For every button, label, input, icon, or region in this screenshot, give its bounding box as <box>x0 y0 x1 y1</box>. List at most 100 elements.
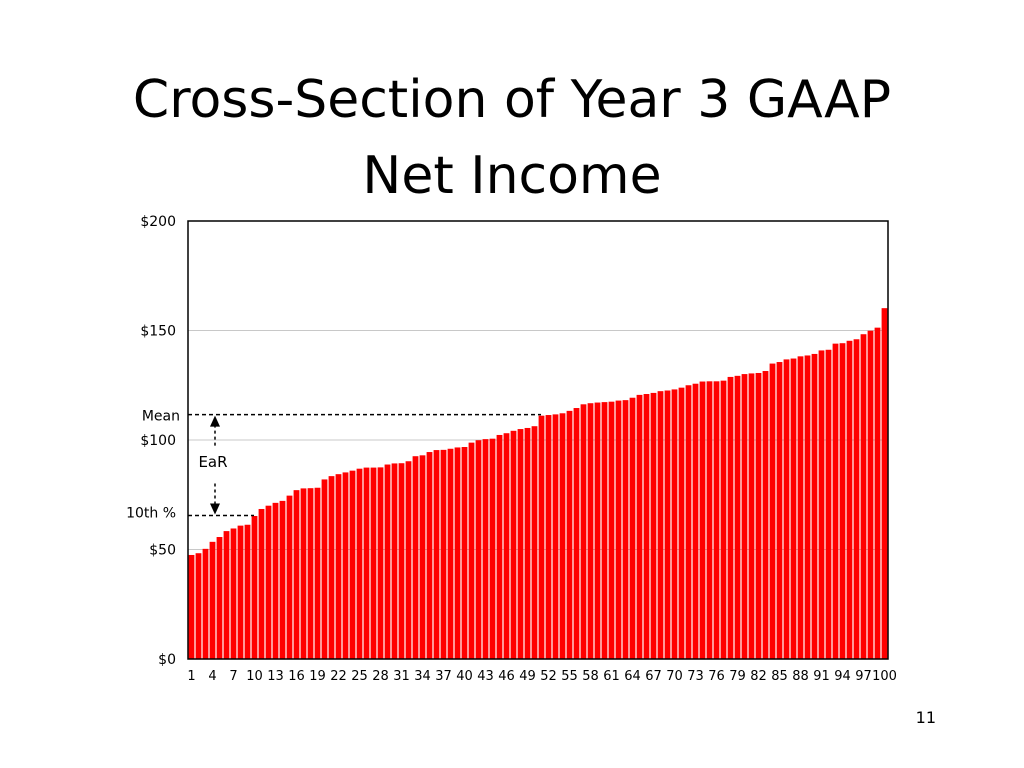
bar-78 <box>727 376 734 659</box>
x-tick-label: 4 <box>208 669 216 684</box>
bar-65 <box>636 394 643 659</box>
x-tick-label: 100 <box>872 669 897 684</box>
bar-38 <box>447 448 454 659</box>
bar-8 <box>237 525 244 659</box>
bar-75 <box>706 381 713 659</box>
bar-95 <box>846 340 853 659</box>
bar-47 <box>510 430 517 659</box>
bar-45 <box>496 434 503 659</box>
bar-41 <box>468 442 475 659</box>
bar-70 <box>671 389 678 659</box>
x-tick-label: 64 <box>624 669 641 684</box>
x-tick-label: 91 <box>813 669 830 684</box>
bar-58 <box>587 403 594 659</box>
bar-18 <box>307 488 314 659</box>
x-tick-label: 49 <box>519 669 536 684</box>
bar-16 <box>293 490 300 659</box>
bar-29 <box>384 464 391 659</box>
x-tick-label: 28 <box>372 669 389 684</box>
ear-arrow-head-up <box>210 415 220 427</box>
bar-32 <box>405 461 412 659</box>
bar-86 <box>783 359 790 659</box>
bar-67 <box>650 392 657 659</box>
bar-68 <box>657 391 664 659</box>
bar-94 <box>839 343 846 659</box>
bar-35 <box>426 452 433 659</box>
bar-20 <box>321 479 328 659</box>
bar-69 <box>664 390 671 659</box>
x-tick-label: 37 <box>435 669 452 684</box>
bar-85 <box>776 362 783 659</box>
bar-21 <box>328 476 335 659</box>
bar-10 <box>251 515 258 659</box>
bar-7 <box>230 528 237 659</box>
bar-36 <box>433 450 440 659</box>
bar-90 <box>811 353 818 659</box>
x-tick-label: 52 <box>540 669 557 684</box>
x-tick-label: 55 <box>561 669 578 684</box>
x-tick-label: 61 <box>603 669 620 684</box>
slide-title-line-2: Net Income <box>362 146 662 206</box>
x-tick-label: 22 <box>330 669 347 684</box>
bar-66 <box>643 394 650 659</box>
bar-2 <box>195 553 202 659</box>
y-tick-label: $0 <box>158 652 176 668</box>
bar-9 <box>244 524 251 659</box>
bar-56 <box>573 408 580 659</box>
bar-64 <box>629 397 636 659</box>
bar-24 <box>349 470 356 659</box>
bar-30 <box>391 463 398 659</box>
x-tick-label: 40 <box>456 669 473 684</box>
y-tick-label: $150 <box>140 324 176 340</box>
ear-arrow-head-down <box>210 503 220 515</box>
x-tick-label: 70 <box>666 669 683 684</box>
slide-title-line-1: Cross-Section of Year 3 GAAP <box>132 70 892 130</box>
ear-label: EaR <box>198 453 227 471</box>
x-tick-label: 85 <box>771 669 788 684</box>
bar-13 <box>272 502 279 659</box>
bar-81 <box>748 373 755 659</box>
x-tick-label: 79 <box>729 669 746 684</box>
bar-25 <box>356 468 363 659</box>
y-tick-label: $200 <box>140 214 176 230</box>
x-tick-label: 25 <box>351 669 368 684</box>
bar-76 <box>713 381 720 659</box>
bar-52 <box>545 415 552 659</box>
x-tick-label: 43 <box>477 669 494 684</box>
bar-5 <box>216 537 223 659</box>
bar-92 <box>825 349 832 659</box>
bar-15 <box>286 495 293 659</box>
bar-1 <box>188 554 195 659</box>
x-tick-label: 76 <box>708 669 725 684</box>
bar-71 <box>678 387 685 659</box>
bar-98 <box>867 330 874 659</box>
x-tick-label: 10 <box>246 669 263 684</box>
x-tick-label: 16 <box>288 669 305 684</box>
bar-11 <box>258 508 265 659</box>
bar-100 <box>881 308 888 659</box>
bar-51 <box>538 415 545 659</box>
x-tick-label: 88 <box>792 669 809 684</box>
bar-91 <box>818 350 825 659</box>
bar-4 <box>209 541 216 659</box>
bar-62 <box>615 400 622 659</box>
bar-40 <box>461 447 468 659</box>
bar-88 <box>797 356 804 659</box>
bar-43 <box>482 439 489 659</box>
bar-83 <box>762 371 769 659</box>
tenth-percentile-label: 10th % <box>126 506 176 522</box>
bar-79 <box>734 375 741 659</box>
bar-80 <box>741 374 748 659</box>
x-tick-label: 31 <box>393 669 410 684</box>
bar-87 <box>790 358 797 659</box>
bar-73 <box>692 383 699 659</box>
bar-34 <box>419 455 426 659</box>
x-tick-label: 13 <box>267 669 284 684</box>
x-tick-label: 82 <box>750 669 767 684</box>
bar-27 <box>370 467 377 659</box>
y-tick-label: $100 <box>140 433 176 449</box>
bar-19 <box>314 487 321 659</box>
bar-46 <box>503 433 510 659</box>
bar-28 <box>377 467 384 659</box>
